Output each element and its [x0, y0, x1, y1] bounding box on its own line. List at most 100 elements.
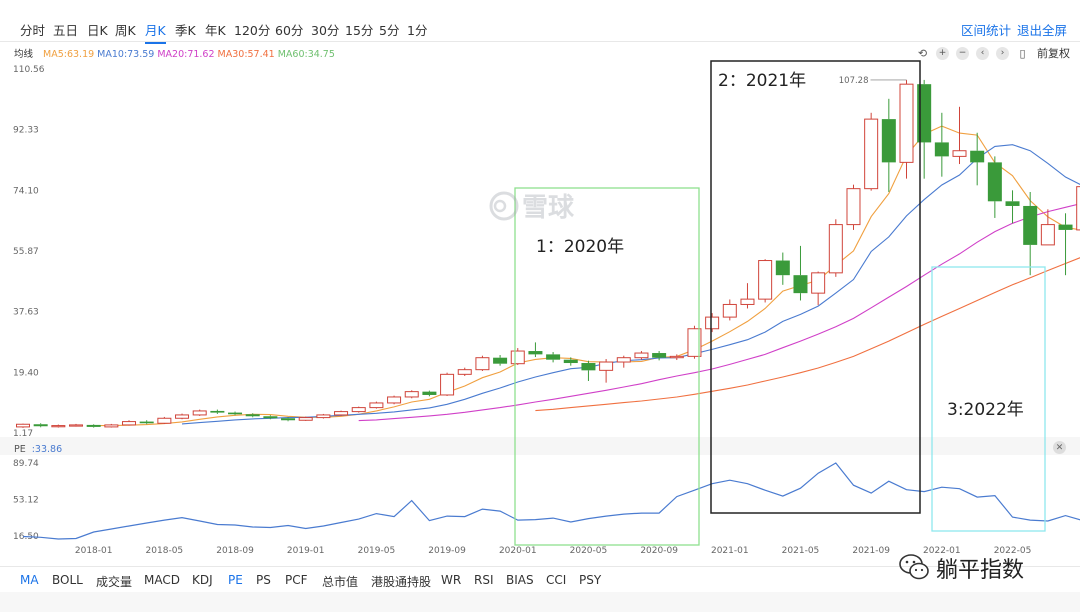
y-tick-label: 92.33 [13, 126, 39, 136]
candle [1023, 191, 1038, 276]
indicator-tab-kdj[interactable]: KDJ [192, 573, 213, 587]
candle [811, 271, 826, 306]
ma-legend: 均线 MA5:63.19 MA10:73.59 MA20:71.62 MA30:57.4… [14, 46, 338, 60]
pe-line [22, 462, 1080, 540]
indicator-tab-总市值[interactable]: 总市值 [322, 575, 359, 589]
indicator-tab-成交量[interactable]: 成交量 [96, 575, 133, 589]
candle [828, 219, 843, 277]
period-tab-9[interactable]: 30分 [311, 23, 340, 38]
y-tick-label: 37.63 [13, 308, 39, 318]
candle [1076, 186, 1080, 231]
period-toolbar: 分时 五日 日K 周K 月K 季K 年K 120分 60分 30分 15分 5分 1分 区间统计 退出全屏 [0, 0, 1080, 44]
x-tick-label: 2021-09 [852, 546, 890, 556]
candle [599, 359, 614, 383]
indicator-tabs: MA BOLL 成交量 MACD KDJ PE PS PCF 总市值 港股通持股 WR RSI BIAS… [0, 566, 1080, 592]
indicator-tab-cci[interactable]: CCI [546, 573, 567, 587]
indicator-tab-港股通持股[interactable]: 港股通持股 [371, 575, 432, 589]
candle [528, 342, 543, 358]
y-tick-label: 19.40 [13, 368, 39, 378]
candle [86, 424, 101, 428]
candle [104, 423, 119, 428]
candle [634, 351, 649, 360]
wechat-icon [899, 554, 929, 580]
candle [881, 98, 896, 192]
ma-legend-item-2: MA20:71.62 [157, 49, 215, 60]
candle [298, 416, 313, 421]
period-tab-7[interactable]: 120分 [234, 23, 271, 38]
scroll-left-icon[interactable]: ‹ [976, 46, 989, 60]
candle [245, 413, 260, 418]
period-tab-5[interactable]: 季K [175, 23, 196, 38]
indicator-tab-rsi[interactable]: RSI [474, 573, 494, 587]
chart-toolbar: ⟲ + − ‹ › ▯ 前复权 [909, 45, 1070, 61]
candle [510, 348, 525, 366]
period-tab-12[interactable]: 1分 [407, 23, 428, 38]
indicator-tab-boll[interactable]: BOLL [52, 573, 83, 587]
period-tab-8[interactable]: 60分 [275, 23, 304, 38]
candle [970, 132, 985, 186]
candle [175, 413, 190, 420]
candle [1005, 190, 1020, 224]
candle [493, 355, 508, 366]
candle [440, 372, 455, 396]
indicator-tab-wr[interactable]: WR [441, 573, 462, 587]
candle [687, 325, 702, 359]
scroll-right-icon[interactable]: › [996, 46, 1009, 60]
adjust-label[interactable]: 前复权 [1037, 47, 1070, 60]
candle [952, 106, 967, 165]
period-tab-10[interactable]: 15分 [345, 23, 374, 38]
pe-label: PE:33.86 [14, 444, 62, 455]
indicator-tab-pcf[interactable]: PCF [285, 573, 308, 587]
period-tab-1[interactable]: 五日 [53, 23, 79, 38]
x-tick-label: 2018-01 [75, 546, 113, 556]
indicator-tab-psy[interactable]: PSY [579, 573, 602, 587]
zoom-out-icon[interactable]: − [956, 46, 969, 60]
candle [16, 423, 30, 428]
candle [864, 112, 879, 191]
candle [228, 411, 243, 416]
candle [51, 424, 66, 428]
candle-type-icon[interactable]: ▯ [1019, 46, 1026, 60]
ma-legend-item-0: MA5:63.19 [43, 49, 95, 60]
annotation-label-1: 1：2020年 [536, 237, 624, 257]
y-tick-label: 1.17 [13, 429, 33, 439]
pe-close-icon[interactable]: ✕ [1053, 441, 1066, 454]
brand-watermark: 躺平指数 [936, 558, 1025, 583]
indicator-tab-ps[interactable]: PS [256, 573, 271, 587]
undo-icon[interactable]: ⟲ [917, 46, 928, 60]
x-tick-label: 2021-01 [711, 546, 749, 556]
period-tab-0[interactable]: 分时 [20, 23, 46, 38]
ma-legend-item-1: MA10:73.59 [97, 49, 155, 60]
candle [846, 184, 861, 230]
ma-legend-label: 均线 [14, 49, 34, 60]
x-tick-label: 2019-09 [428, 546, 466, 556]
candle [33, 423, 48, 428]
indicator-tab-ma[interactable]: MA [20, 573, 39, 587]
indicator-tab-macd[interactable]: MACD [144, 573, 180, 587]
candle [351, 406, 366, 413]
period-tab-11[interactable]: 5分 [379, 23, 400, 38]
zoom-in-icon[interactable]: + [936, 46, 949, 60]
candle [987, 156, 1002, 218]
period-tab-4[interactable]: 月K [145, 20, 166, 44]
period-tab-6[interactable]: 年K [205, 23, 226, 38]
range-stats-link[interactable]: 区间统计 [961, 23, 1012, 38]
period-tab-2[interactable]: 日K [87, 23, 108, 38]
indicator-tab-pe[interactable]: PE [228, 573, 243, 587]
annotation-label-3: 3:2022年 [947, 400, 1024, 420]
candle [192, 409, 207, 416]
exit-fullscreen-link[interactable]: 退出全屏 [1017, 23, 1068, 38]
annotation-box-3 [931, 266, 1046, 532]
candle [404, 390, 419, 399]
candle [1040, 209, 1055, 246]
candle [652, 351, 667, 361]
period-tab-3[interactable]: 周K [115, 23, 136, 38]
candle [69, 423, 84, 427]
ma-line-ma10 [181, 144, 1080, 425]
ma-line-ma30 [535, 257, 1080, 412]
candle [669, 354, 684, 361]
candle [475, 355, 490, 372]
candle [1058, 213, 1073, 276]
indicator-tab-bias[interactable]: BIAS [506, 573, 534, 587]
